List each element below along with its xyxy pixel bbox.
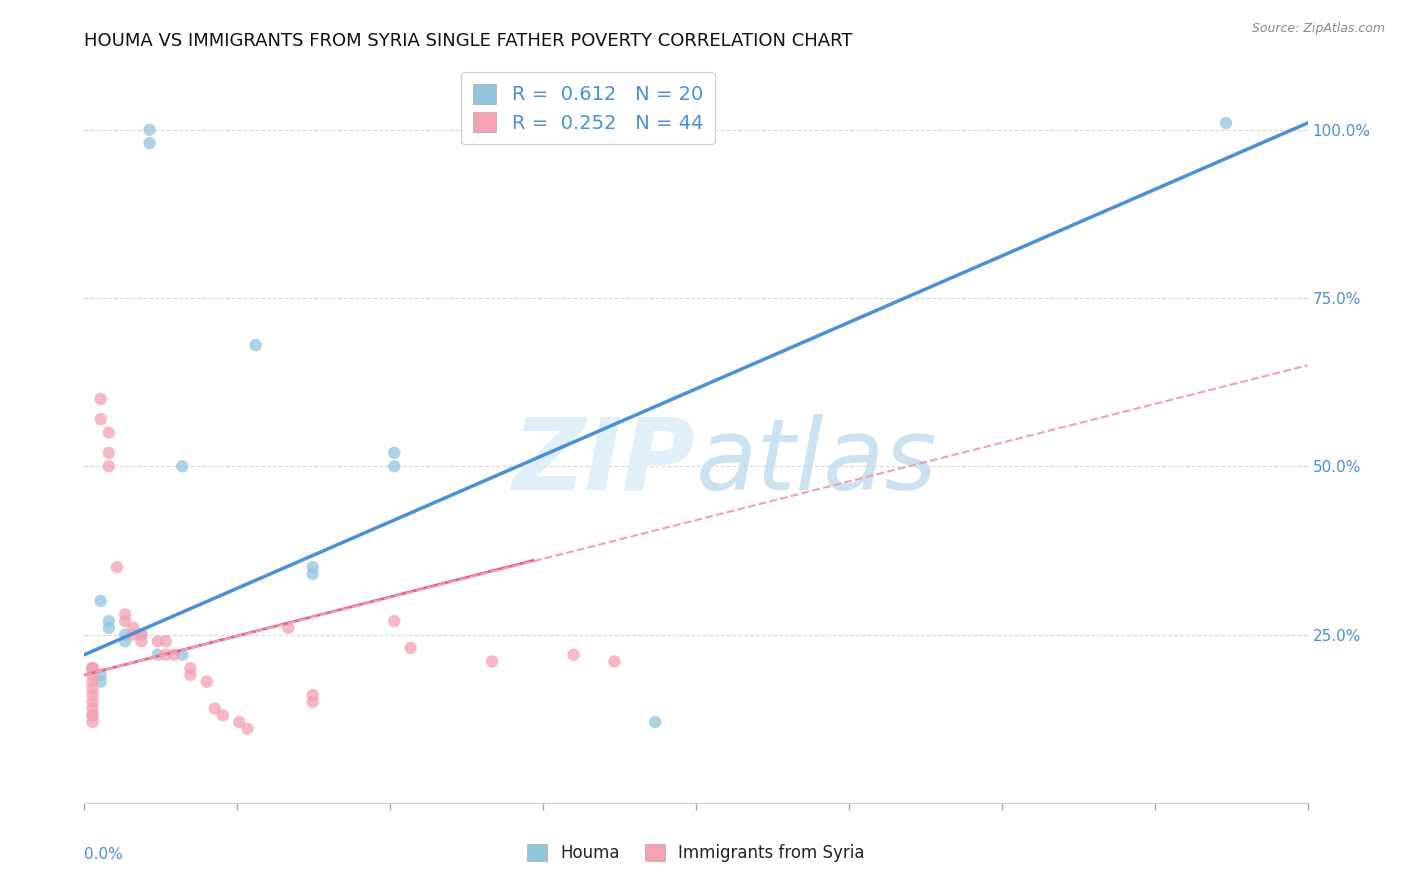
Point bbox=[179, 668, 201, 682]
Point bbox=[114, 627, 136, 641]
Point bbox=[131, 634, 153, 648]
Point bbox=[236, 722, 259, 736]
Point bbox=[90, 674, 112, 689]
Text: atlas: atlas bbox=[696, 414, 938, 511]
Point bbox=[399, 640, 422, 655]
Point bbox=[122, 621, 145, 635]
Point bbox=[301, 688, 323, 702]
Point bbox=[172, 459, 194, 474]
Point bbox=[301, 566, 323, 581]
Point bbox=[97, 425, 120, 440]
Point bbox=[179, 661, 201, 675]
Point bbox=[163, 648, 186, 662]
Point bbox=[301, 560, 323, 574]
Point bbox=[155, 648, 177, 662]
Point bbox=[105, 560, 128, 574]
Point bbox=[90, 412, 112, 426]
Point bbox=[97, 446, 120, 460]
Point bbox=[114, 607, 136, 622]
Point bbox=[90, 668, 112, 682]
Point bbox=[481, 655, 503, 669]
Point bbox=[97, 614, 120, 628]
Point bbox=[245, 338, 267, 352]
Point bbox=[1215, 116, 1237, 130]
Point bbox=[82, 661, 104, 675]
Point bbox=[603, 655, 626, 669]
Point bbox=[82, 681, 104, 696]
Point bbox=[146, 634, 169, 648]
Point bbox=[382, 446, 405, 460]
Point bbox=[146, 648, 169, 662]
Point bbox=[228, 714, 250, 729]
Point bbox=[204, 701, 226, 715]
Point bbox=[82, 668, 104, 682]
Text: Source: ZipAtlas.com: Source: ZipAtlas.com bbox=[1251, 22, 1385, 36]
Point bbox=[97, 621, 120, 635]
Point bbox=[644, 714, 666, 729]
Point bbox=[82, 708, 104, 723]
Point bbox=[131, 627, 153, 641]
Point bbox=[277, 621, 299, 635]
Point bbox=[114, 614, 136, 628]
Point bbox=[195, 674, 218, 689]
Point bbox=[82, 701, 104, 715]
Point bbox=[212, 708, 235, 723]
Point bbox=[122, 627, 145, 641]
Point bbox=[82, 714, 104, 729]
Point bbox=[82, 688, 104, 702]
Legend: Houma, Immigrants from Syria: Houma, Immigrants from Syria bbox=[520, 837, 872, 869]
Text: HOUMA VS IMMIGRANTS FROM SYRIA SINGLE FATHER POVERTY CORRELATION CHART: HOUMA VS IMMIGRANTS FROM SYRIA SINGLE FA… bbox=[84, 32, 853, 50]
Text: 0.0%: 0.0% bbox=[84, 847, 124, 863]
Text: ZIP: ZIP bbox=[513, 414, 696, 511]
Point bbox=[155, 634, 177, 648]
Point bbox=[82, 708, 104, 723]
Point bbox=[97, 459, 120, 474]
Point bbox=[562, 648, 585, 662]
Point bbox=[301, 695, 323, 709]
Point bbox=[82, 661, 104, 675]
Point bbox=[382, 459, 405, 474]
Point bbox=[138, 122, 160, 136]
Point bbox=[82, 674, 104, 689]
Point bbox=[131, 627, 153, 641]
Point bbox=[82, 695, 104, 709]
Point bbox=[138, 136, 160, 151]
Point bbox=[90, 594, 112, 608]
Point bbox=[82, 661, 104, 675]
Point bbox=[382, 614, 405, 628]
Point bbox=[90, 392, 112, 406]
Point bbox=[172, 648, 194, 662]
Point bbox=[114, 634, 136, 648]
